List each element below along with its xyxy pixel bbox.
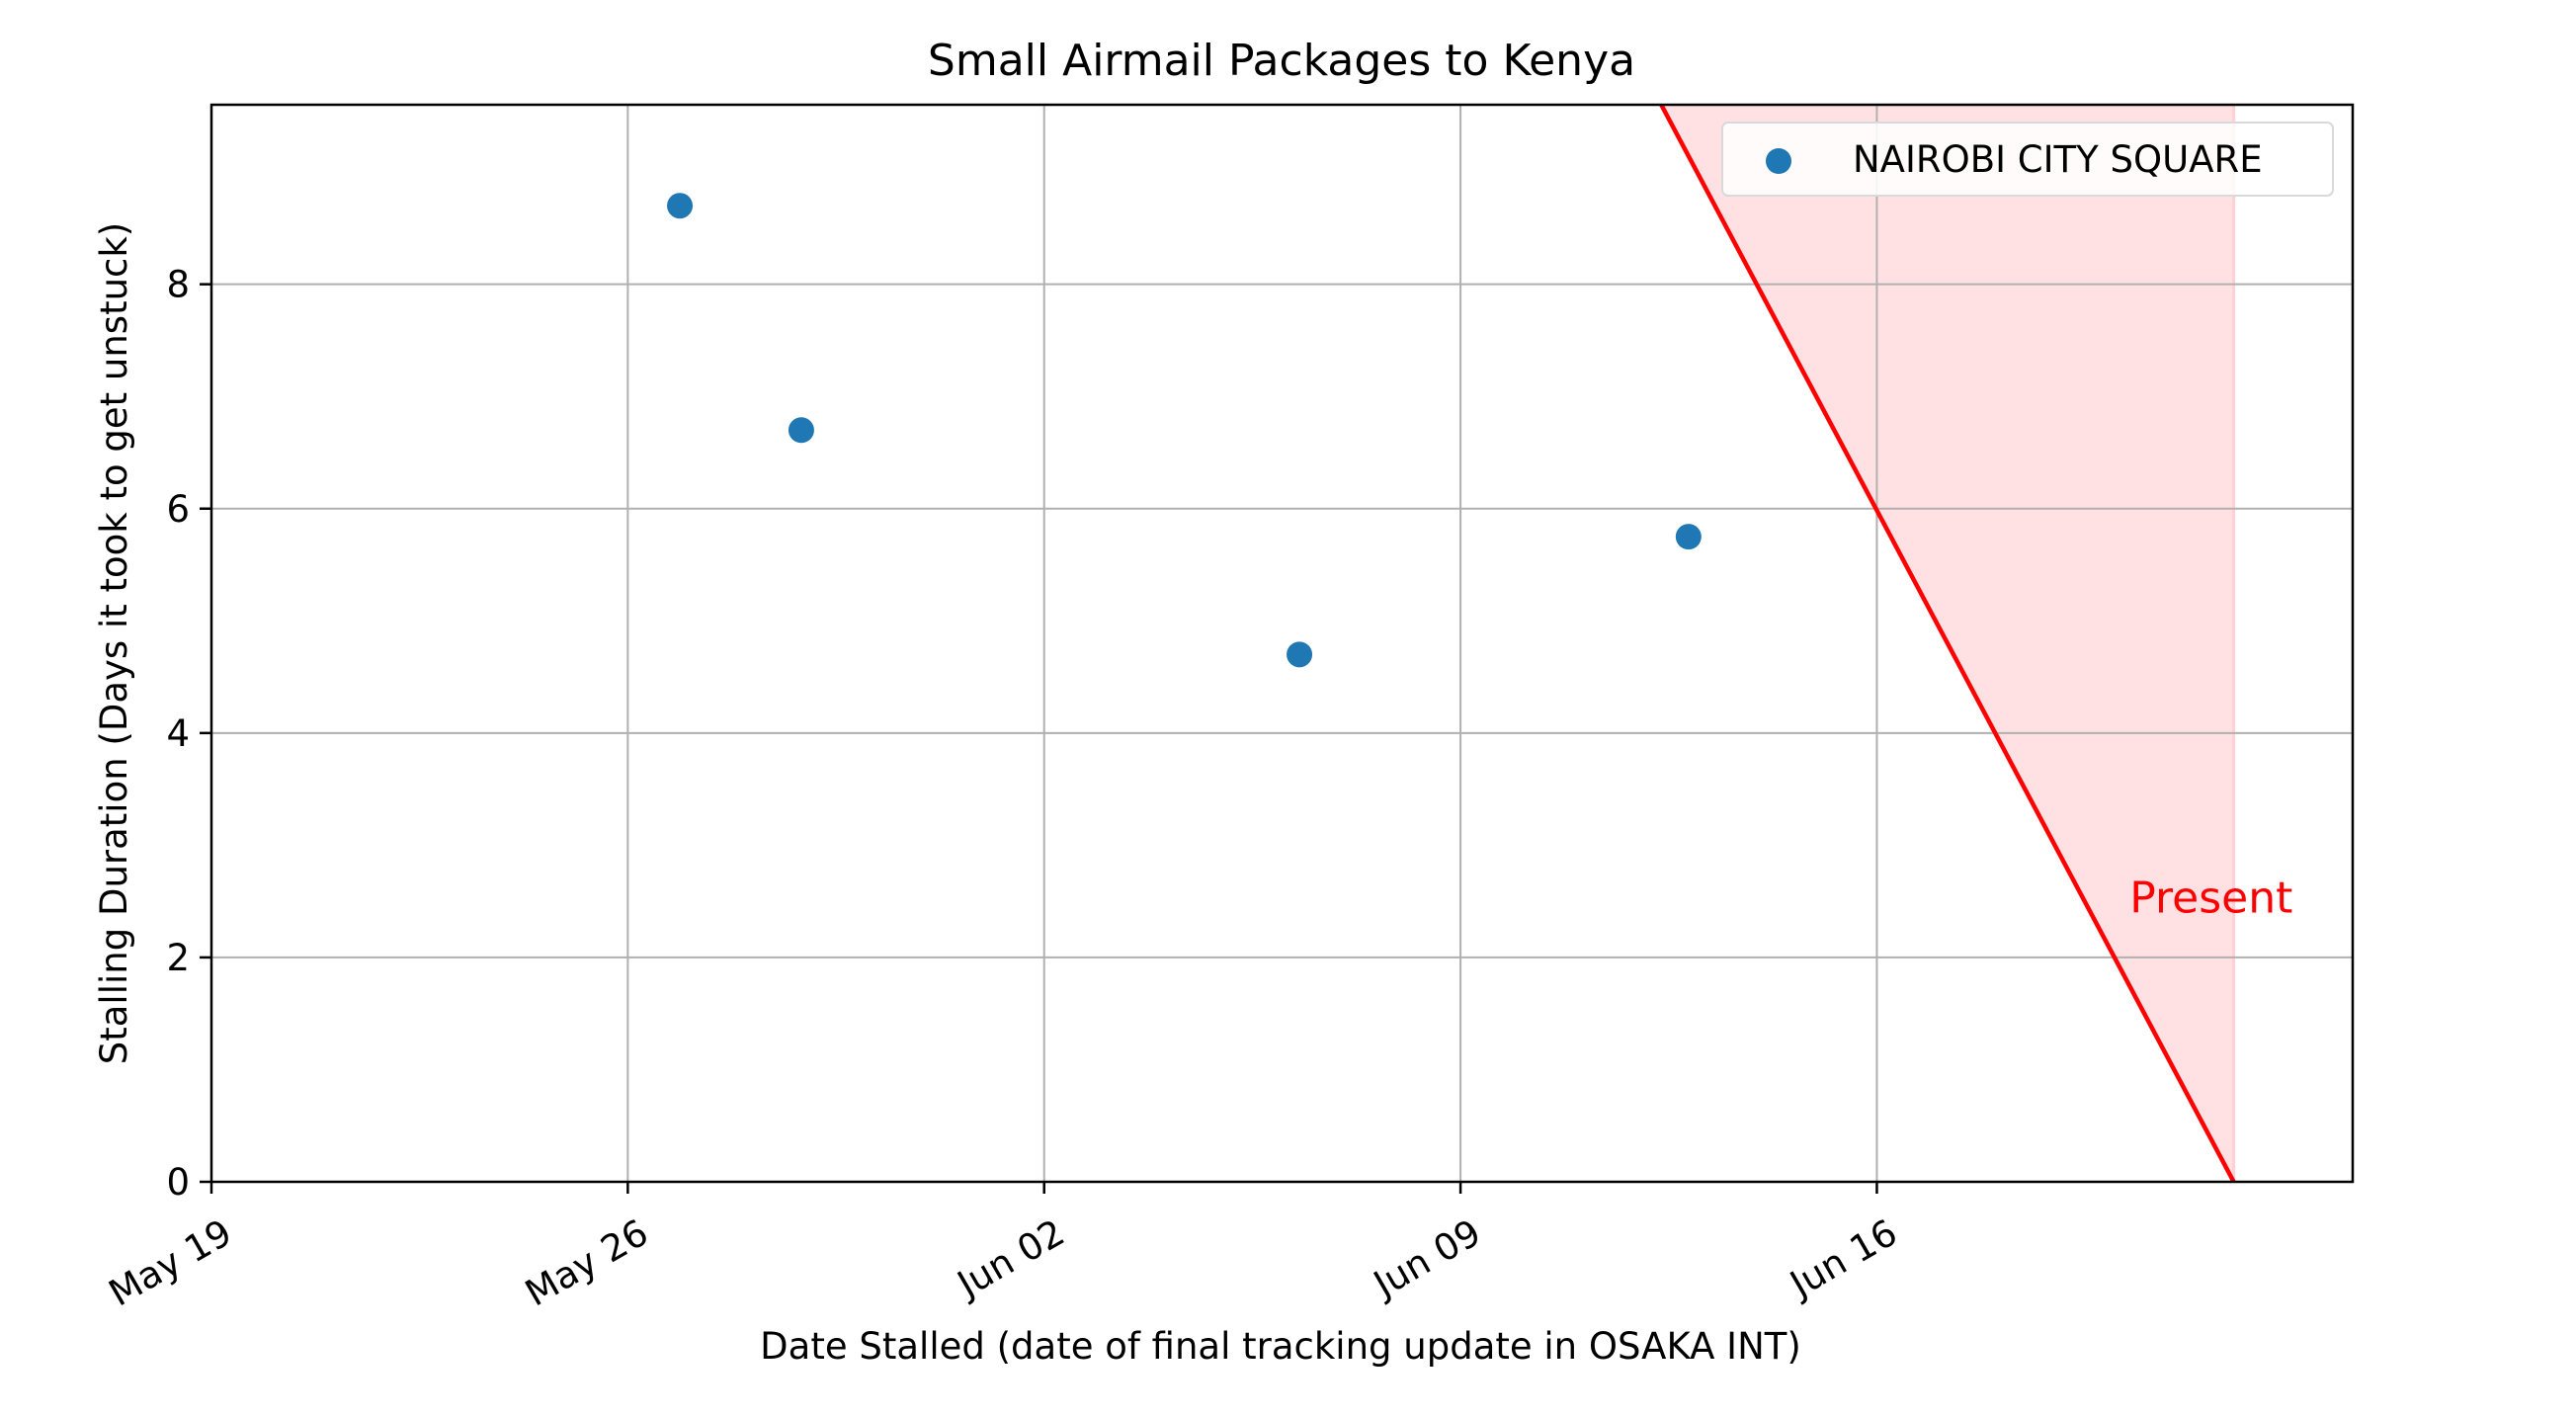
y-axis-label: Stalling Duration (Days it took to get u… [93,222,135,1064]
plot-frame [209,103,2355,1184]
plot-area: Present May 19 May 26 Jun 02 Jun 09 Jun 16 0 2 4… [102,103,2355,1315]
data-point [788,417,814,444]
data-point [1675,524,1702,550]
y-tick-label: 4 [166,712,190,755]
chart-title: Small Airmail Packages to Kenya [928,36,1635,86]
legend-label: NAIROBI CITY SQUARE [1853,138,2263,181]
y-tick-label: 8 [166,264,190,306]
x-tick-label: May 19 [102,1211,239,1315]
x-tick-label: May 26 [518,1211,655,1315]
x-tick-label: Jun 09 [1366,1211,1488,1307]
y-tick-label: 0 [166,1161,190,1204]
x-tick-label: Jun 16 [1782,1211,1904,1307]
present-line [1659,105,2236,1182]
x-tick-label: Jun 02 [949,1211,1071,1307]
x-axis-label: Date Stalled (date of final tracking upd… [760,1325,1801,1368]
present-label: Present [2129,874,2292,924]
legend-marker [1766,148,1791,174]
data-point [1287,641,1313,668]
y-tick-label: 6 [166,488,190,531]
y-tick-label: 2 [166,937,190,979]
legend-box [1721,122,2334,197]
data-point [667,193,694,219]
